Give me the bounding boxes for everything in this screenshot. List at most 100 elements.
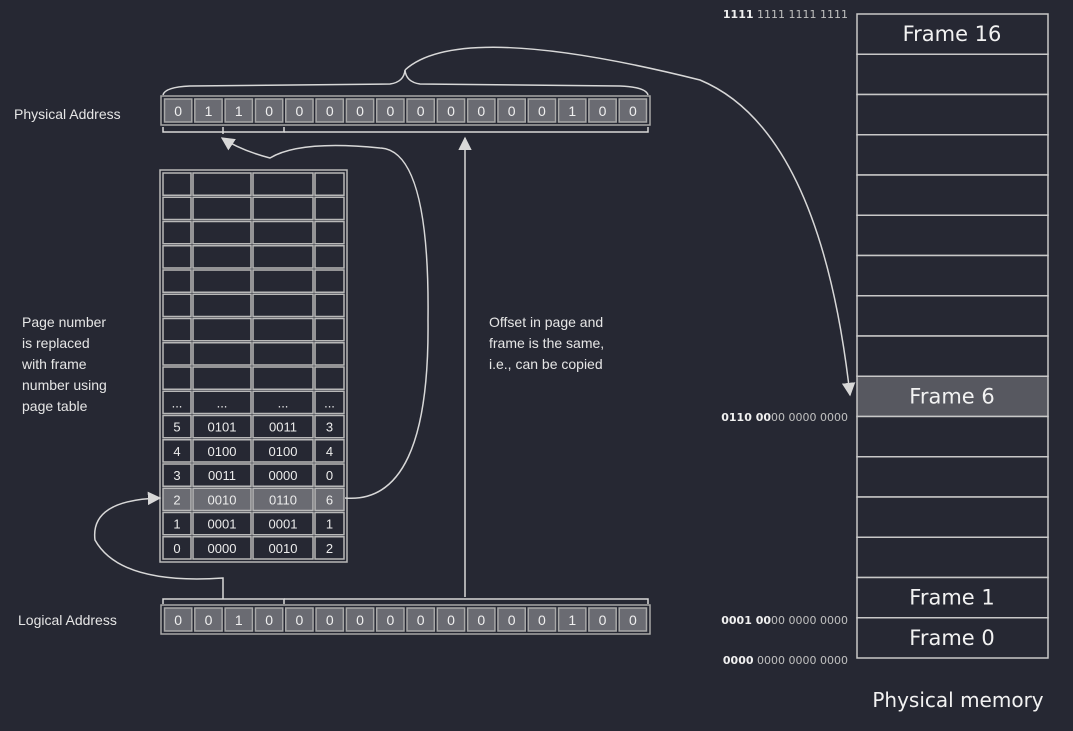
page-table-cell xyxy=(162,487,192,512)
logical-address-bit: 0 xyxy=(599,612,607,628)
memory-frame xyxy=(856,134,1049,176)
logical-address-bit-cell xyxy=(588,607,617,632)
physical-address-bit: 1 xyxy=(568,103,576,119)
memory-frame-label: Frame 0 xyxy=(909,626,994,650)
page-table-cell xyxy=(192,463,252,487)
logical-address-bit-cell xyxy=(345,607,375,632)
page-table-value: 0 xyxy=(173,541,180,556)
physical-address-bit-cell xyxy=(557,98,587,123)
physical-address-bit-cell xyxy=(285,98,314,123)
page-table-cell xyxy=(162,342,192,366)
page-table-cell xyxy=(252,245,314,269)
logical-address-bit: 0 xyxy=(326,612,334,628)
memory-frame xyxy=(856,415,1049,458)
logical-address-bit: 0 xyxy=(417,612,425,628)
page-table-cell xyxy=(192,511,252,536)
physical-address-bit-cell xyxy=(194,98,223,123)
physical-address-bit-cell xyxy=(163,98,193,123)
page-table-cell xyxy=(192,366,252,390)
logical-address-bit: 0 xyxy=(447,612,455,628)
page-table-cell xyxy=(192,293,252,318)
page-table-cell xyxy=(162,390,192,415)
page-table-cell xyxy=(314,220,345,245)
physical-address-bit-cell xyxy=(527,98,557,123)
logical-address-bits: 0 0 1 0 0 0 0 0 0 0 0 0 0 1 0 0 xyxy=(160,604,651,635)
page-table-cell xyxy=(162,414,192,439)
physical-address-bit: 0 xyxy=(508,103,516,119)
note-line: Offset in page and xyxy=(489,314,603,330)
page-table-cell xyxy=(252,536,314,560)
page-table-value: 0101 xyxy=(208,420,237,435)
page-table-value: 0110 xyxy=(269,492,297,507)
logical-offset-brace xyxy=(284,598,649,604)
physical-address-bit-cell xyxy=(315,98,345,123)
page-table-cell xyxy=(192,390,252,415)
physical-memory: Frame 16 Frame 6 Frame 1 Frame 0 xyxy=(856,13,1049,659)
page-table-cell xyxy=(162,269,192,293)
page-table-value: 0011 xyxy=(269,420,297,435)
physical-memory-title: Physical memory xyxy=(872,688,1043,712)
page-table-cell xyxy=(252,342,314,366)
physical-address-top-brace xyxy=(162,69,649,96)
logical-address-bit: 0 xyxy=(538,612,546,628)
page-table-cell xyxy=(162,511,192,536)
logical-address-bit-cell xyxy=(194,607,223,632)
page-table-cell xyxy=(162,463,192,487)
page-table-cell xyxy=(192,196,252,221)
page-table-value: 0100 xyxy=(269,444,298,459)
page-table-cell xyxy=(162,196,192,221)
page-table-cell xyxy=(192,220,252,245)
memory-frame xyxy=(856,254,1049,297)
logical-address-bit-cell xyxy=(315,607,345,632)
page-table-cell xyxy=(192,439,252,463)
page-table-value: ... xyxy=(172,395,183,410)
physical-address-bit: 0 xyxy=(265,103,273,119)
page-table-cell xyxy=(162,293,192,318)
logical-address-bit: 0 xyxy=(205,612,213,628)
physical-address-bit: 0 xyxy=(174,103,182,119)
physical-address-bit-cell xyxy=(497,98,526,123)
physical-address-bit-cell xyxy=(224,98,254,123)
physical-address-bit-cell xyxy=(588,98,617,123)
page-table-value: 2 xyxy=(326,541,333,556)
logical-address-bit: 0 xyxy=(296,612,304,628)
memory-address-low-bits: 0000 0000 0000 xyxy=(754,654,848,667)
logical-page-brace xyxy=(162,597,285,604)
memory-address-high-bits: 0000 xyxy=(723,654,754,667)
memory-address-high-bits: 1111 xyxy=(723,8,754,21)
physical-address-bit: 0 xyxy=(417,103,425,119)
physical-address-bit: 0 xyxy=(296,103,304,119)
page-table-value: 3 xyxy=(173,468,180,483)
page-table-cell xyxy=(252,196,314,221)
memory-frame xyxy=(856,375,1049,418)
physical-address-label: Physical Address xyxy=(14,106,121,122)
page-table-cell xyxy=(314,342,345,366)
physical-address-bit: 0 xyxy=(477,103,485,119)
physical-address-bit: 0 xyxy=(629,103,637,119)
page-table-value: 0100 xyxy=(208,444,237,459)
page-table-cell xyxy=(252,220,314,245)
memory-address: 0001 0000 0000 0000 xyxy=(721,614,848,627)
physical-address-bit-cell xyxy=(436,98,466,123)
page-table-cell xyxy=(192,536,252,560)
physical-address-bit-cell xyxy=(618,98,648,123)
page-table: ......... ...5 0101 0011 34 0100 0100 43 0011 000… xyxy=(159,169,348,563)
page-table-cell xyxy=(192,487,252,512)
page-table-value: 0010 xyxy=(269,541,298,556)
logical-address-bit-cell xyxy=(375,607,405,632)
page-table-cell xyxy=(162,172,192,196)
note-line: i.e., can be copied xyxy=(489,356,603,372)
physical-address-bit-cell xyxy=(345,98,375,123)
page-table-value: 6 xyxy=(326,492,333,507)
page-table-cell xyxy=(314,511,345,536)
page-table-cell xyxy=(252,439,314,463)
memory-frame xyxy=(856,456,1049,498)
physical-address-bit: 0 xyxy=(326,103,334,119)
page-table-cell xyxy=(314,293,345,318)
page-table-cell xyxy=(192,172,252,196)
memory-frame-label: Frame 1 xyxy=(909,586,994,610)
physical-address-frame xyxy=(160,95,651,126)
memory-address-high-bits: 0110 00 xyxy=(721,411,771,424)
page-table-cell xyxy=(252,172,314,196)
